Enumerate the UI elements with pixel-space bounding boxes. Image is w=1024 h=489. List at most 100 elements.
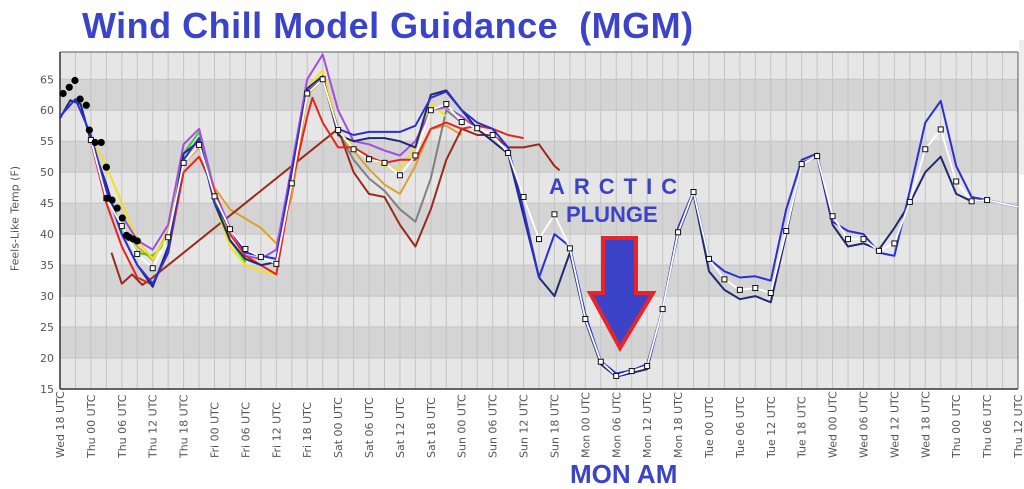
x-tick-label: Thu 12 UTC <box>147 394 160 459</box>
x-tick-label: Sat 18 UTC <box>425 397 438 458</box>
mean-marker <box>752 285 759 292</box>
mean-marker <box>489 132 496 139</box>
x-tick-label: Mon 18 UTC <box>672 392 685 458</box>
mean-marker <box>211 193 218 200</box>
mean-marker <box>891 240 898 247</box>
mean-marker <box>226 226 233 233</box>
x-tick-label: Sun 12 UTC <box>518 394 531 458</box>
y-tick-label: 60 <box>40 104 54 117</box>
x-tick-label: Sat 12 UTC <box>394 397 407 458</box>
mean-marker <box>551 211 558 218</box>
legend-edge <box>1019 40 1024 175</box>
mean-marker <box>675 229 682 236</box>
x-tick-label: Sun 00 UTC <box>456 394 469 458</box>
down-arrow-icon <box>586 236 657 353</box>
y-tick-label: 50 <box>40 166 54 179</box>
mean-marker <box>350 146 357 153</box>
x-tick-label: Mon 06 UTC <box>610 392 623 458</box>
series-line-blue <box>59 78 1019 375</box>
mean-marker <box>937 126 944 133</box>
x-tick-label: Wed 06 UTC <box>857 391 870 458</box>
mean-marker <box>165 234 172 241</box>
series-line-gray <box>337 109 463 223</box>
x-tick-label: Tue 00 UTC <box>703 396 716 459</box>
mean-marker <box>953 178 960 185</box>
mean-marker <box>319 76 326 83</box>
y-tick-label: 15 <box>40 383 54 396</box>
observed-point <box>113 204 121 212</box>
x-tick-label: Wed 12 UTC <box>888 391 901 458</box>
mean-marker <box>845 236 852 243</box>
y-tick-label: 20 <box>40 352 54 365</box>
mean-marker <box>396 172 403 179</box>
observed-point <box>71 76 79 85</box>
y-tick-label: 55 <box>40 135 54 148</box>
mean-marker <box>149 265 156 272</box>
chart-title: Wind Chill Model Guidance (MGM) <box>76 6 700 46</box>
mean-marker <box>798 161 805 168</box>
x-tick-label: Tue 12 UTC <box>765 396 778 459</box>
x-tick-label: Mon 00 UTC <box>579 392 592 458</box>
mean-marker <box>922 146 929 153</box>
y-axis-label: Feels-Like Temp (F) <box>8 165 22 272</box>
x-tick-label: Thu 06 UTC <box>981 394 994 459</box>
mean-marker <box>458 119 465 126</box>
mean-marker <box>335 127 342 134</box>
mean-marker <box>582 315 589 322</box>
y-tick-label: 35 <box>40 259 54 272</box>
observed-point <box>108 196 116 204</box>
mean-marker <box>984 197 991 204</box>
x-tick-label: Fri 00 UTC <box>209 402 222 458</box>
mean-marker <box>381 159 388 166</box>
observed-point <box>59 89 67 98</box>
observed-point <box>85 126 93 134</box>
mean-marker <box>443 101 450 108</box>
mean-marker <box>366 156 373 163</box>
y-tick-label: 40 <box>40 228 54 241</box>
mean-marker <box>134 250 141 257</box>
y-tick-label: 45 <box>40 197 54 210</box>
observed-point <box>97 138 105 147</box>
x-tick-label: Thu 00 UTC <box>950 394 963 459</box>
x-tick-label: Tue 18 UTC <box>796 396 809 459</box>
mean-marker <box>690 189 697 196</box>
x-tick-label: Fri 12 UTC <box>270 402 283 458</box>
mean-marker <box>829 213 836 220</box>
x-tick-label: Fri 18 UTC <box>301 402 314 458</box>
mean-marker <box>566 245 573 252</box>
observed-point <box>76 95 84 103</box>
x-tick-label: Wed 18 UTC <box>54 391 67 458</box>
mean-marker <box>705 255 712 262</box>
mean-marker <box>474 125 481 132</box>
mean-marker <box>536 236 542 243</box>
x-tick-label: Mon 12 UTC <box>641 392 654 458</box>
mean-marker <box>659 306 666 313</box>
x-tick-label: Thu 12 UTC <box>1012 394 1024 459</box>
x-tick-label: Thu 18 UTC <box>178 394 191 459</box>
y-tick-label: 65 <box>40 73 54 86</box>
mean-marker <box>505 149 512 156</box>
mean-marker <box>273 260 280 267</box>
x-tick-label: Wed 00 UTC <box>827 391 840 458</box>
mean-marker <box>860 236 867 243</box>
mean-marker <box>721 276 728 283</box>
mean-marker <box>628 368 635 375</box>
mean-marker <box>968 198 975 205</box>
mean-marker <box>736 286 743 293</box>
mean-marker <box>412 152 419 159</box>
x-tick-label: Sat 00 UTC <box>332 397 345 458</box>
mean-marker <box>613 372 620 379</box>
mean-marker <box>783 228 790 235</box>
x-tick-label: Tue 06 UTC <box>734 396 747 459</box>
mean-marker <box>242 245 249 252</box>
series-line-yellow <box>90 69 447 276</box>
annotation-mon-am: MON AM <box>570 459 678 489</box>
mean-marker <box>875 247 882 254</box>
x-tick-label: Sat 06 UTC <box>363 397 376 458</box>
observed-point <box>91 138 99 147</box>
observed-point <box>133 237 141 245</box>
mean-marker <box>597 358 604 365</box>
observed-point <box>118 214 126 222</box>
mean-marker <box>257 254 264 261</box>
